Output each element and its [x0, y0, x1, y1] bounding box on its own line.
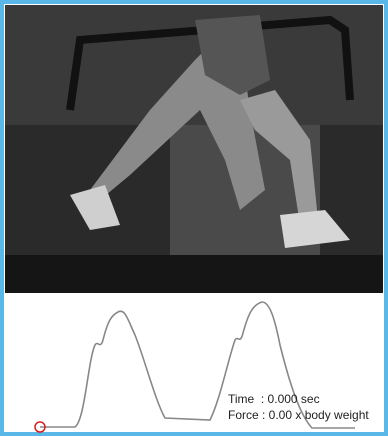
force-readout: Force : 0.00 x body weight — [228, 408, 369, 422]
video-frame[interactable] — [5, 5, 383, 293]
time-readout: Time : 0.000 sec — [228, 392, 320, 406]
treadmill-belt — [5, 255, 383, 293]
app-window: Time : 0.000 sec Force : 0.00 x body wei… — [0, 0, 388, 436]
